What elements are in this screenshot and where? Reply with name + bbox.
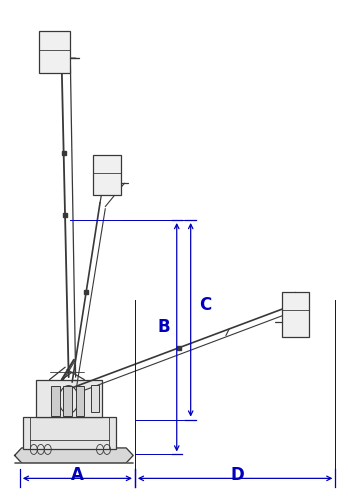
Bar xyxy=(51,386,60,416)
Bar xyxy=(36,380,102,417)
Text: D: D xyxy=(231,466,245,484)
Bar xyxy=(93,156,121,195)
Bar xyxy=(282,292,308,338)
Bar xyxy=(63,386,72,416)
Text: B: B xyxy=(157,318,170,336)
Text: C: C xyxy=(199,296,212,314)
Text: A: A xyxy=(71,466,84,484)
Bar xyxy=(91,384,99,412)
Bar xyxy=(76,386,84,416)
Polygon shape xyxy=(15,448,133,463)
Bar xyxy=(39,30,70,73)
Bar xyxy=(23,417,116,450)
